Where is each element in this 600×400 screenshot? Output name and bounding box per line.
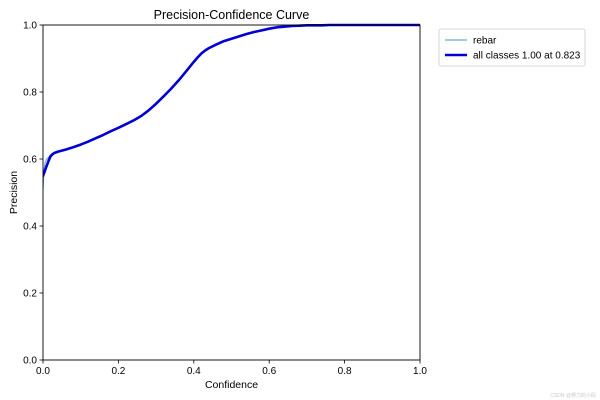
series-line-rebar — [43, 24, 420, 190]
x-tick-label: 1.0 — [413, 366, 427, 377]
y-axis-label: Precision — [8, 171, 20, 214]
x-tick-label: 0.8 — [338, 366, 352, 377]
y-tick-label: 0.0 — [23, 356, 37, 367]
legend-label-rebar: rebar — [473, 36, 497, 47]
y-tick-label: 1.0 — [23, 21, 37, 32]
y-axis: 0.0 0.2 0.4 0.6 0.8 1.0 — [23, 21, 43, 367]
plot-frame — [42, 24, 421, 361]
x-axis: 0.0 0.2 0.4 0.6 0.8 1.0 — [36, 360, 427, 377]
chart-title: Precision-Confidence Curve — [154, 8, 310, 22]
curves — [43, 23, 420, 190]
legend-label-all-classes: all classes 1.00 at 0.823 — [473, 51, 581, 62]
y-tick-label: 0.2 — [23, 289, 37, 300]
x-tick-label: 0.4 — [187, 366, 201, 377]
x-tick-label: 0.0 — [36, 366, 50, 377]
plot-area — [42, 23, 421, 361]
y-tick-label: 0.4 — [23, 222, 37, 233]
y-tick-label: 0.6 — [23, 155, 37, 166]
series-line-all-classes — [43, 23, 420, 178]
x-tick-label: 0.2 — [111, 366, 125, 377]
y-tick-label: 0.8 — [23, 88, 37, 99]
x-tick-label: 0.6 — [262, 366, 276, 377]
watermark-text: CSDN @努力的小码 — [550, 392, 596, 399]
legend-box — [438, 28, 586, 67]
legend: rebar all classes 1.00 at 0.823 — [438, 28, 586, 67]
x-axis-label: Confidence — [205, 379, 258, 391]
